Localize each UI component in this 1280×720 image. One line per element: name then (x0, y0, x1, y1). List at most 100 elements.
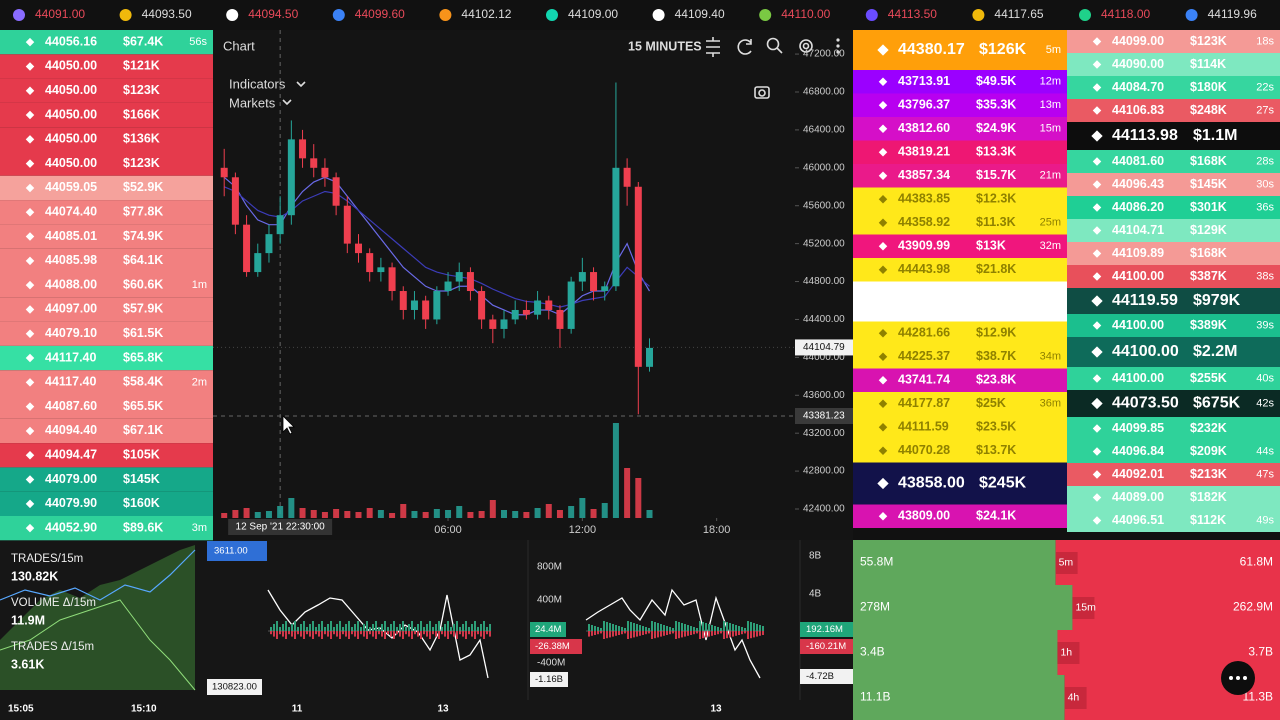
settings-icon[interactable] (799, 39, 813, 53)
indicator-bar (351, 627, 353, 631)
trade-row (1067, 486, 1280, 509)
search-icon[interactable] (766, 37, 780, 51)
indicator-bar (354, 631, 356, 637)
more-icon[interactable] (836, 38, 840, 54)
indicator-bar (663, 631, 665, 636)
indicator-bar (300, 631, 302, 637)
indicator-bar (702, 622, 704, 631)
coin-icon (25, 305, 35, 314)
indicator-bar (327, 624, 329, 631)
dot (1236, 676, 1240, 680)
indicator-bar (450, 631, 452, 635)
trade-row (0, 30, 213, 55)
floating-menu[interactable] (1221, 661, 1255, 695)
indicator-bar (663, 625, 665, 631)
coin-icon (25, 451, 35, 460)
trade-row (0, 516, 213, 541)
trade-row (853, 392, 1067, 416)
y-tick-label: 44400.00 (803, 314, 845, 325)
trade-amount: $25K (976, 396, 1006, 410)
indicator-bar (762, 626, 764, 631)
indicator-bar (669, 627, 671, 631)
trade-price: 44109.89 (1112, 246, 1164, 260)
indicator-bar (426, 624, 428, 631)
trade-amount: $13.7K (976, 443, 1016, 457)
indicator-bar (693, 627, 695, 631)
adjust-icon[interactable] (706, 37, 720, 57)
indicator-bar (660, 624, 662, 631)
indicator-bar (378, 627, 380, 631)
refresh-icon[interactable] (737, 39, 752, 55)
trade-row (0, 224, 213, 249)
ticker-price: 44091.00 (35, 7, 85, 21)
indicator-bar (645, 627, 647, 631)
trade-row (0, 345, 213, 371)
y-tick-label: 46400.00 (803, 125, 845, 136)
stat-value: 130.82K (11, 569, 58, 583)
buy-value: 3.4B (860, 645, 885, 659)
trade-age: 42s (1256, 397, 1274, 409)
volume-bar (512, 511, 519, 518)
trade-age: 22s (1256, 81, 1274, 93)
trade-row (1067, 76, 1280, 99)
candle-body (388, 267, 396, 292)
volume-bar (321, 512, 328, 518)
indicator-bar (456, 621, 458, 631)
trade-row (0, 297, 213, 322)
indicator-bar (324, 627, 326, 631)
trade-price: 44100.00 (1112, 371, 1164, 385)
indicator-bar (627, 621, 629, 631)
candle-body (433, 291, 441, 320)
trade-row (0, 127, 213, 152)
ticker-price: 44110.00 (781, 7, 830, 21)
trade-age: 44s (1256, 445, 1274, 457)
indicator-bar (684, 624, 686, 631)
trade-amount: $248K (1190, 103, 1227, 117)
volume-bar (355, 512, 362, 518)
menu-button[interactable]: Markets (229, 95, 276, 110)
trade-amount: $123K (123, 83, 160, 97)
volume-bar (288, 498, 295, 518)
trade-price: 44050.00 (45, 156, 97, 170)
indicator-bar (468, 627, 470, 631)
trade-price: 44177.87 (898, 396, 950, 410)
volume-bar (389, 513, 396, 518)
candle-body (545, 300, 553, 310)
indicator-bar (336, 624, 338, 631)
coin-icon (1092, 447, 1102, 456)
indicator-bar (630, 631, 632, 639)
stat-value: 3.61K (11, 657, 44, 671)
price-tag (795, 339, 853, 356)
menu-button[interactable]: Indicators (229, 76, 286, 91)
indicator-bar (642, 631, 644, 635)
ticker-icon (652, 9, 665, 21)
ticker-icon (1185, 9, 1198, 21)
timeframe-chip (1057, 642, 1080, 664)
indicator-bar (690, 626, 692, 631)
trade-row (853, 211, 1067, 235)
trade-price: 43858.00 (898, 475, 965, 492)
camera-lens (758, 89, 766, 97)
volume-bar (254, 512, 261, 518)
trade-age: 47s (1256, 468, 1274, 480)
trade-price: 44100.00 (1112, 343, 1179, 360)
candle-body (321, 167, 329, 178)
trade-price: 44096.43 (1112, 177, 1164, 191)
volume-bar (333, 509, 340, 518)
trade-age: 36m (1040, 398, 1061, 410)
candle-body (444, 281, 452, 292)
coin-icon (25, 280, 35, 290)
trade-amount: $67.4K (123, 34, 163, 48)
candle-body (310, 158, 318, 168)
indicator-bar (648, 628, 650, 631)
trade-row (853, 415, 1067, 439)
timeframe-chip (1055, 552, 1078, 574)
trade-row (1067, 440, 1280, 463)
trade-age: 30s (1256, 178, 1274, 190)
indicator-bar (300, 624, 302, 631)
trade-price: 43796.37 (898, 98, 950, 112)
camera-icon[interactable] (754, 86, 770, 99)
indicator-bar (405, 631, 407, 635)
indicator-bar (720, 628, 722, 631)
ticker-price: 44118.00 (1101, 7, 1150, 21)
